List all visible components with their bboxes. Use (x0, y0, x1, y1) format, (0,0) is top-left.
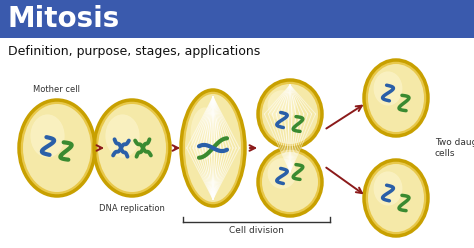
Text: Mitosis: Mitosis (8, 5, 120, 33)
Ellipse shape (19, 100, 95, 196)
Ellipse shape (368, 164, 424, 232)
Ellipse shape (105, 114, 140, 157)
Ellipse shape (364, 160, 428, 236)
Text: Definition, purpose, stages, applications: Definition, purpose, stages, application… (8, 44, 260, 58)
Ellipse shape (258, 148, 322, 216)
Ellipse shape (181, 90, 245, 206)
Ellipse shape (374, 171, 402, 206)
Ellipse shape (268, 158, 296, 189)
Text: Two daughter
cells: Two daughter cells (435, 138, 474, 158)
Ellipse shape (23, 104, 91, 192)
Ellipse shape (268, 90, 296, 121)
Text: DNA replication: DNA replication (99, 204, 165, 213)
Text: Cell division: Cell division (229, 226, 284, 235)
Ellipse shape (98, 104, 166, 192)
Ellipse shape (364, 60, 428, 136)
Ellipse shape (185, 94, 241, 202)
Ellipse shape (258, 80, 322, 148)
Ellipse shape (30, 114, 64, 157)
Ellipse shape (262, 84, 318, 144)
Bar (0, 0, 474, 38)
Ellipse shape (191, 107, 219, 160)
Ellipse shape (368, 64, 424, 132)
Ellipse shape (262, 152, 318, 212)
Ellipse shape (374, 71, 402, 106)
Ellipse shape (94, 100, 170, 196)
Text: Mother cell: Mother cell (34, 85, 81, 94)
